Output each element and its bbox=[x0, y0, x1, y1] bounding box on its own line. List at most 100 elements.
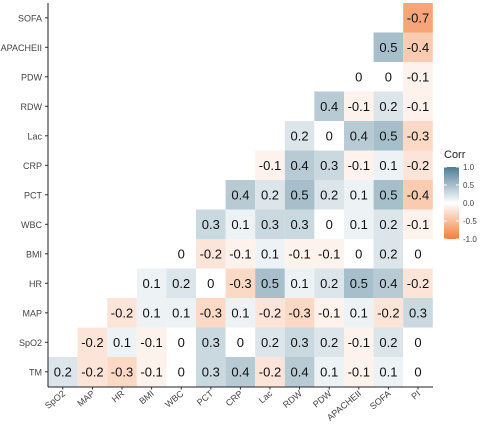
cell-value-label: -0.2 bbox=[377, 305, 399, 320]
cell-value-label: 0.3 bbox=[202, 335, 220, 350]
heatmap-cell bbox=[344, 209, 374, 239]
heatmap-cell bbox=[344, 239, 374, 269]
cell-value-label: -0.3 bbox=[407, 128, 429, 143]
heatmap-cell bbox=[403, 121, 433, 151]
heatmap-cell bbox=[107, 357, 137, 387]
heatmap-cell bbox=[344, 91, 374, 121]
cell-value-label: -0.2 bbox=[81, 335, 103, 350]
heatmap-cell bbox=[225, 180, 256, 210]
cell-value-label: -0.1 bbox=[407, 217, 429, 232]
axes bbox=[47, 3, 433, 388]
cell-value-label: 0.2 bbox=[291, 128, 309, 143]
heatmap-cell bbox=[136, 298, 167, 328]
heatmap-cell bbox=[314, 91, 344, 121]
cell-value-label: 0 bbox=[326, 217, 333, 232]
cell-value-label: 0.1 bbox=[320, 364, 338, 379]
cell-value-label: 0.3 bbox=[261, 217, 279, 232]
legend-tick-label: -0.5 bbox=[463, 217, 477, 226]
cell-value-label: 0.2 bbox=[261, 335, 279, 350]
legend-ticks: 1.0 0.5 0.0 -0.5 -1.0 bbox=[444, 163, 477, 244]
heatmap-cell bbox=[284, 180, 315, 210]
y-axis-labels: TM SpO2 MAP HR BMI WBC PCT CRP Lac RDW PDW APACHEII… bbox=[1, 13, 48, 377]
cell-value-label: 0.1 bbox=[143, 305, 161, 320]
cell-value-label: -0.2 bbox=[259, 364, 281, 379]
cell-value-label: 0.4 bbox=[350, 128, 368, 143]
heatmap-cell bbox=[225, 298, 256, 328]
cell-value-label: 0.1 bbox=[379, 158, 397, 173]
heatmap-cell bbox=[373, 298, 404, 328]
heatmap-cell bbox=[255, 327, 285, 357]
heatmap-cell bbox=[314, 268, 344, 298]
cell-value-label: -0.1 bbox=[229, 246, 251, 261]
cell-value-label: 0.2 bbox=[379, 99, 397, 114]
heatmap-cell bbox=[373, 121, 404, 151]
cell-value-label: 0.2 bbox=[172, 276, 190, 291]
heatmap-cell bbox=[403, 239, 433, 269]
heatmap-cell bbox=[196, 357, 226, 387]
cell-value-label: 0.1 bbox=[379, 364, 397, 379]
y-tick-label: RDW bbox=[21, 102, 43, 112]
y-tick-label: MAP bbox=[22, 308, 42, 318]
heatmap-cell bbox=[166, 298, 196, 328]
cell-value-label: 0.3 bbox=[202, 364, 220, 379]
cell-value-label: 0 bbox=[178, 335, 185, 350]
heatmap-cell bbox=[136, 327, 167, 357]
heatmap-cell bbox=[225, 327, 256, 357]
y-tick-label: BMI bbox=[26, 249, 42, 259]
cell-value-label: -0.2 bbox=[81, 364, 103, 379]
heatmap-cell bbox=[284, 298, 315, 328]
heatmap-cell bbox=[403, 150, 433, 180]
heatmap-cell bbox=[314, 180, 344, 210]
cell-value-label: 0.1 bbox=[350, 217, 368, 232]
heatmap-cell bbox=[373, 357, 404, 387]
y-tick-label: Lac bbox=[27, 131, 42, 141]
cell-value-label: -0.1 bbox=[140, 364, 162, 379]
cell-value-label: -0.2 bbox=[407, 158, 429, 173]
cell-value-label: 0.1 bbox=[291, 276, 309, 291]
heatmap-cell bbox=[196, 239, 226, 269]
heatmap-cell bbox=[373, 239, 404, 269]
cell-value-label: 0.5 bbox=[379, 40, 397, 55]
cell-value-label: 0.5 bbox=[379, 128, 397, 143]
heatmap-cell bbox=[77, 327, 108, 357]
cell-value-label: 0.4 bbox=[231, 364, 249, 379]
heatmap-cell bbox=[403, 91, 433, 121]
y-tick-label: SOFA bbox=[18, 13, 42, 23]
cell-value-label: 0 bbox=[326, 128, 333, 143]
heatmap-cell bbox=[403, 298, 433, 328]
cell-value-label: 0 bbox=[414, 364, 421, 379]
cell-value-label: 0.1 bbox=[172, 305, 190, 320]
heatmap-cell bbox=[373, 150, 404, 180]
y-tick-label: WBC bbox=[21, 220, 42, 230]
y-tick-label: TM bbox=[29, 367, 42, 377]
cell-value-label: -0.1 bbox=[348, 364, 370, 379]
x-tick-label: PCT bbox=[195, 388, 216, 408]
cell-value-label: -0.2 bbox=[200, 246, 222, 261]
cell-value-label: 0.4 bbox=[231, 187, 249, 202]
cell-value-label: 0.2 bbox=[261, 187, 279, 202]
cell-value-label: 0.1 bbox=[350, 187, 368, 202]
heatmap-cell bbox=[403, 180, 433, 210]
x-tick-label: PI bbox=[409, 388, 422, 401]
x-tick-label: RDW bbox=[281, 388, 304, 410]
cell-value-label: 0.2 bbox=[379, 335, 397, 350]
cell-value-label: 0.4 bbox=[291, 364, 309, 379]
cell-value-label: -0.1 bbox=[348, 335, 370, 350]
heatmap-cell bbox=[344, 121, 374, 151]
heatmap-cell bbox=[284, 357, 315, 387]
legend-tick-label: -1.0 bbox=[463, 235, 477, 244]
cell-value-label: 0.1 bbox=[143, 276, 161, 291]
cell-value-label: -0.1 bbox=[318, 305, 340, 320]
heatmap-cell bbox=[344, 327, 374, 357]
heatmap-cell bbox=[107, 327, 137, 357]
heatmap-cell bbox=[314, 298, 344, 328]
legend-tick-label: 1.0 bbox=[463, 163, 475, 172]
cell-value-label: 0 bbox=[385, 69, 392, 84]
cell-value-label: -0.2 bbox=[111, 305, 133, 320]
heatmap-cell bbox=[255, 268, 285, 298]
heatmap-cell bbox=[48, 357, 78, 387]
cell-value-label: -0.1 bbox=[407, 69, 429, 84]
heatmap-cell bbox=[403, 268, 433, 298]
heatmap-cell bbox=[255, 209, 285, 239]
